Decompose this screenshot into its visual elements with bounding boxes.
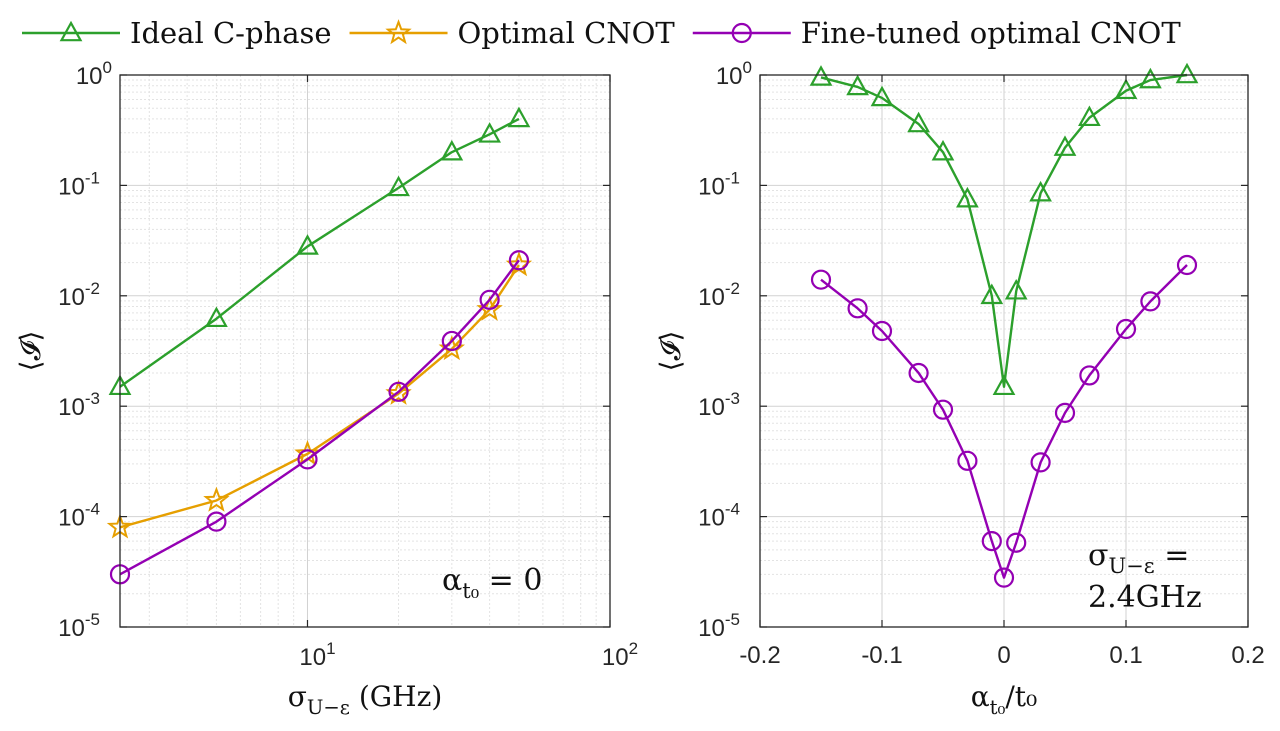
y-tick-label: 10-1 bbox=[58, 168, 100, 200]
series-ideal-c-phase bbox=[809, 62, 1199, 396]
data-point bbox=[387, 175, 410, 197]
data-point bbox=[508, 250, 530, 271]
y-tick-label: 10-3 bbox=[698, 389, 740, 421]
y-tick-label: 10-2 bbox=[698, 279, 740, 311]
data-point bbox=[907, 111, 930, 133]
series-line bbox=[119, 117, 520, 388]
annotation: σU−ε​ = bbox=[1088, 538, 1189, 578]
y-tick-label: 100 bbox=[716, 58, 752, 90]
data-point bbox=[1030, 452, 1051, 473]
data-point bbox=[1006, 532, 1027, 553]
x-tick-label: 0.2 bbox=[1231, 642, 1264, 669]
legend-label: Optimal CNOT bbox=[458, 16, 676, 50]
data-point bbox=[956, 186, 979, 208]
data-point bbox=[846, 74, 869, 96]
data-point bbox=[478, 122, 501, 143]
series-line bbox=[820, 264, 1188, 579]
legend-item: Optimal CNOT bbox=[349, 16, 676, 50]
data-point bbox=[1053, 135, 1077, 156]
data-point bbox=[1140, 291, 1161, 312]
data-point bbox=[908, 362, 929, 384]
data-point bbox=[440, 139, 464, 161]
data-point bbox=[388, 381, 409, 402]
x-tick-label: -0.1 bbox=[861, 642, 902, 669]
series-fine-tuned-optimal-cnot bbox=[109, 250, 530, 585]
legend-item: Ideal C-phase bbox=[22, 16, 332, 50]
data-point bbox=[1114, 78, 1138, 100]
legend-label: Ideal C-phase bbox=[130, 16, 332, 50]
right-panel: 10-5 10-4 10-3 10-2 10-1 100 -0.2 -0.1 0 0.1 0.2 αt… bbox=[654, 58, 1265, 719]
data-point bbox=[479, 289, 500, 310]
data-point bbox=[441, 330, 462, 352]
x-axis-label: αt₀​/t₀ bbox=[971, 680, 1038, 719]
plot-area bbox=[120, 75, 610, 627]
y-tick-label: 10-5 bbox=[698, 610, 740, 642]
y-tick-label: 10-3 bbox=[58, 389, 100, 421]
data-point bbox=[297, 449, 318, 470]
y-tick-label: 100 bbox=[76, 58, 112, 90]
data-point bbox=[1139, 67, 1162, 89]
series-line bbox=[820, 73, 1188, 388]
y-axis-label: ⟨𝓘⟩ bbox=[654, 331, 687, 372]
left-panel: 10-5 10-4 10-3 10-2 10-1 100 101 102 σU−ε​ (GHz)… bbox=[14, 58, 638, 719]
data-point bbox=[932, 399, 954, 420]
legend-item: Fine-tuned optimal CNOT bbox=[692, 16, 1182, 50]
data-point bbox=[1115, 318, 1137, 340]
series-fine-tuned-optimal-cnot bbox=[810, 254, 1198, 588]
x-tick-label: 0.1 bbox=[1109, 642, 1142, 669]
data-point bbox=[1079, 365, 1100, 386]
y-axis-label: ⟨𝓘⟩ bbox=[14, 331, 47, 372]
data-point bbox=[1029, 180, 1052, 202]
y-tick-label: 10-5 bbox=[58, 610, 100, 642]
series-line bbox=[119, 259, 520, 576]
x-axis-label: σU−ε​ (GHz) bbox=[288, 680, 443, 719]
data-point bbox=[980, 283, 1004, 305]
data-point bbox=[809, 65, 833, 86]
data-point bbox=[810, 269, 832, 290]
data-point bbox=[981, 530, 1002, 552]
data-point bbox=[871, 320, 893, 342]
triangle-icon bbox=[59, 20, 83, 42]
data-point bbox=[206, 511, 227, 532]
data-point bbox=[992, 374, 1016, 396]
annotation: 2.4GHz bbox=[1088, 580, 1202, 615]
star-icon bbox=[385, 19, 412, 45]
data-point bbox=[870, 85, 894, 107]
y-tick-label: 10-1 bbox=[698, 168, 740, 200]
data-point bbox=[931, 139, 955, 161]
data-point bbox=[205, 306, 228, 328]
data-point bbox=[957, 450, 978, 471]
data-point bbox=[1078, 105, 1101, 127]
data-point bbox=[993, 567, 1015, 588]
data-point bbox=[507, 106, 531, 128]
x-tick-label: 101 bbox=[299, 639, 335, 671]
data-point bbox=[1175, 62, 1199, 84]
data-point bbox=[847, 298, 868, 319]
x-tick-label: -0.2 bbox=[739, 642, 780, 669]
circle-icon bbox=[731, 22, 752, 44]
data-point bbox=[1004, 278, 1028, 300]
y-tick-label: 10-4 bbox=[58, 500, 100, 532]
data-point bbox=[296, 234, 319, 255]
data-point bbox=[203, 486, 230, 512]
x-tick-label: 0 bbox=[997, 642, 1010, 669]
annotation: αt₀​ = 0 bbox=[442, 563, 542, 603]
x-tick-label: 102 bbox=[602, 639, 638, 671]
data-point bbox=[1176, 254, 1198, 276]
data-point bbox=[1054, 402, 1076, 423]
series-ideal-c-phase bbox=[108, 106, 531, 396]
y-tick-label: 10-2 bbox=[58, 279, 100, 311]
legend: Ideal C-phase Optimal CNOT Fine-tuned opti… bbox=[22, 16, 1181, 50]
legend-label: Fine-tuned optimal CNOT bbox=[801, 16, 1182, 50]
axes-frame bbox=[119, 74, 611, 628]
y-tick-label: 10-4 bbox=[698, 500, 740, 532]
